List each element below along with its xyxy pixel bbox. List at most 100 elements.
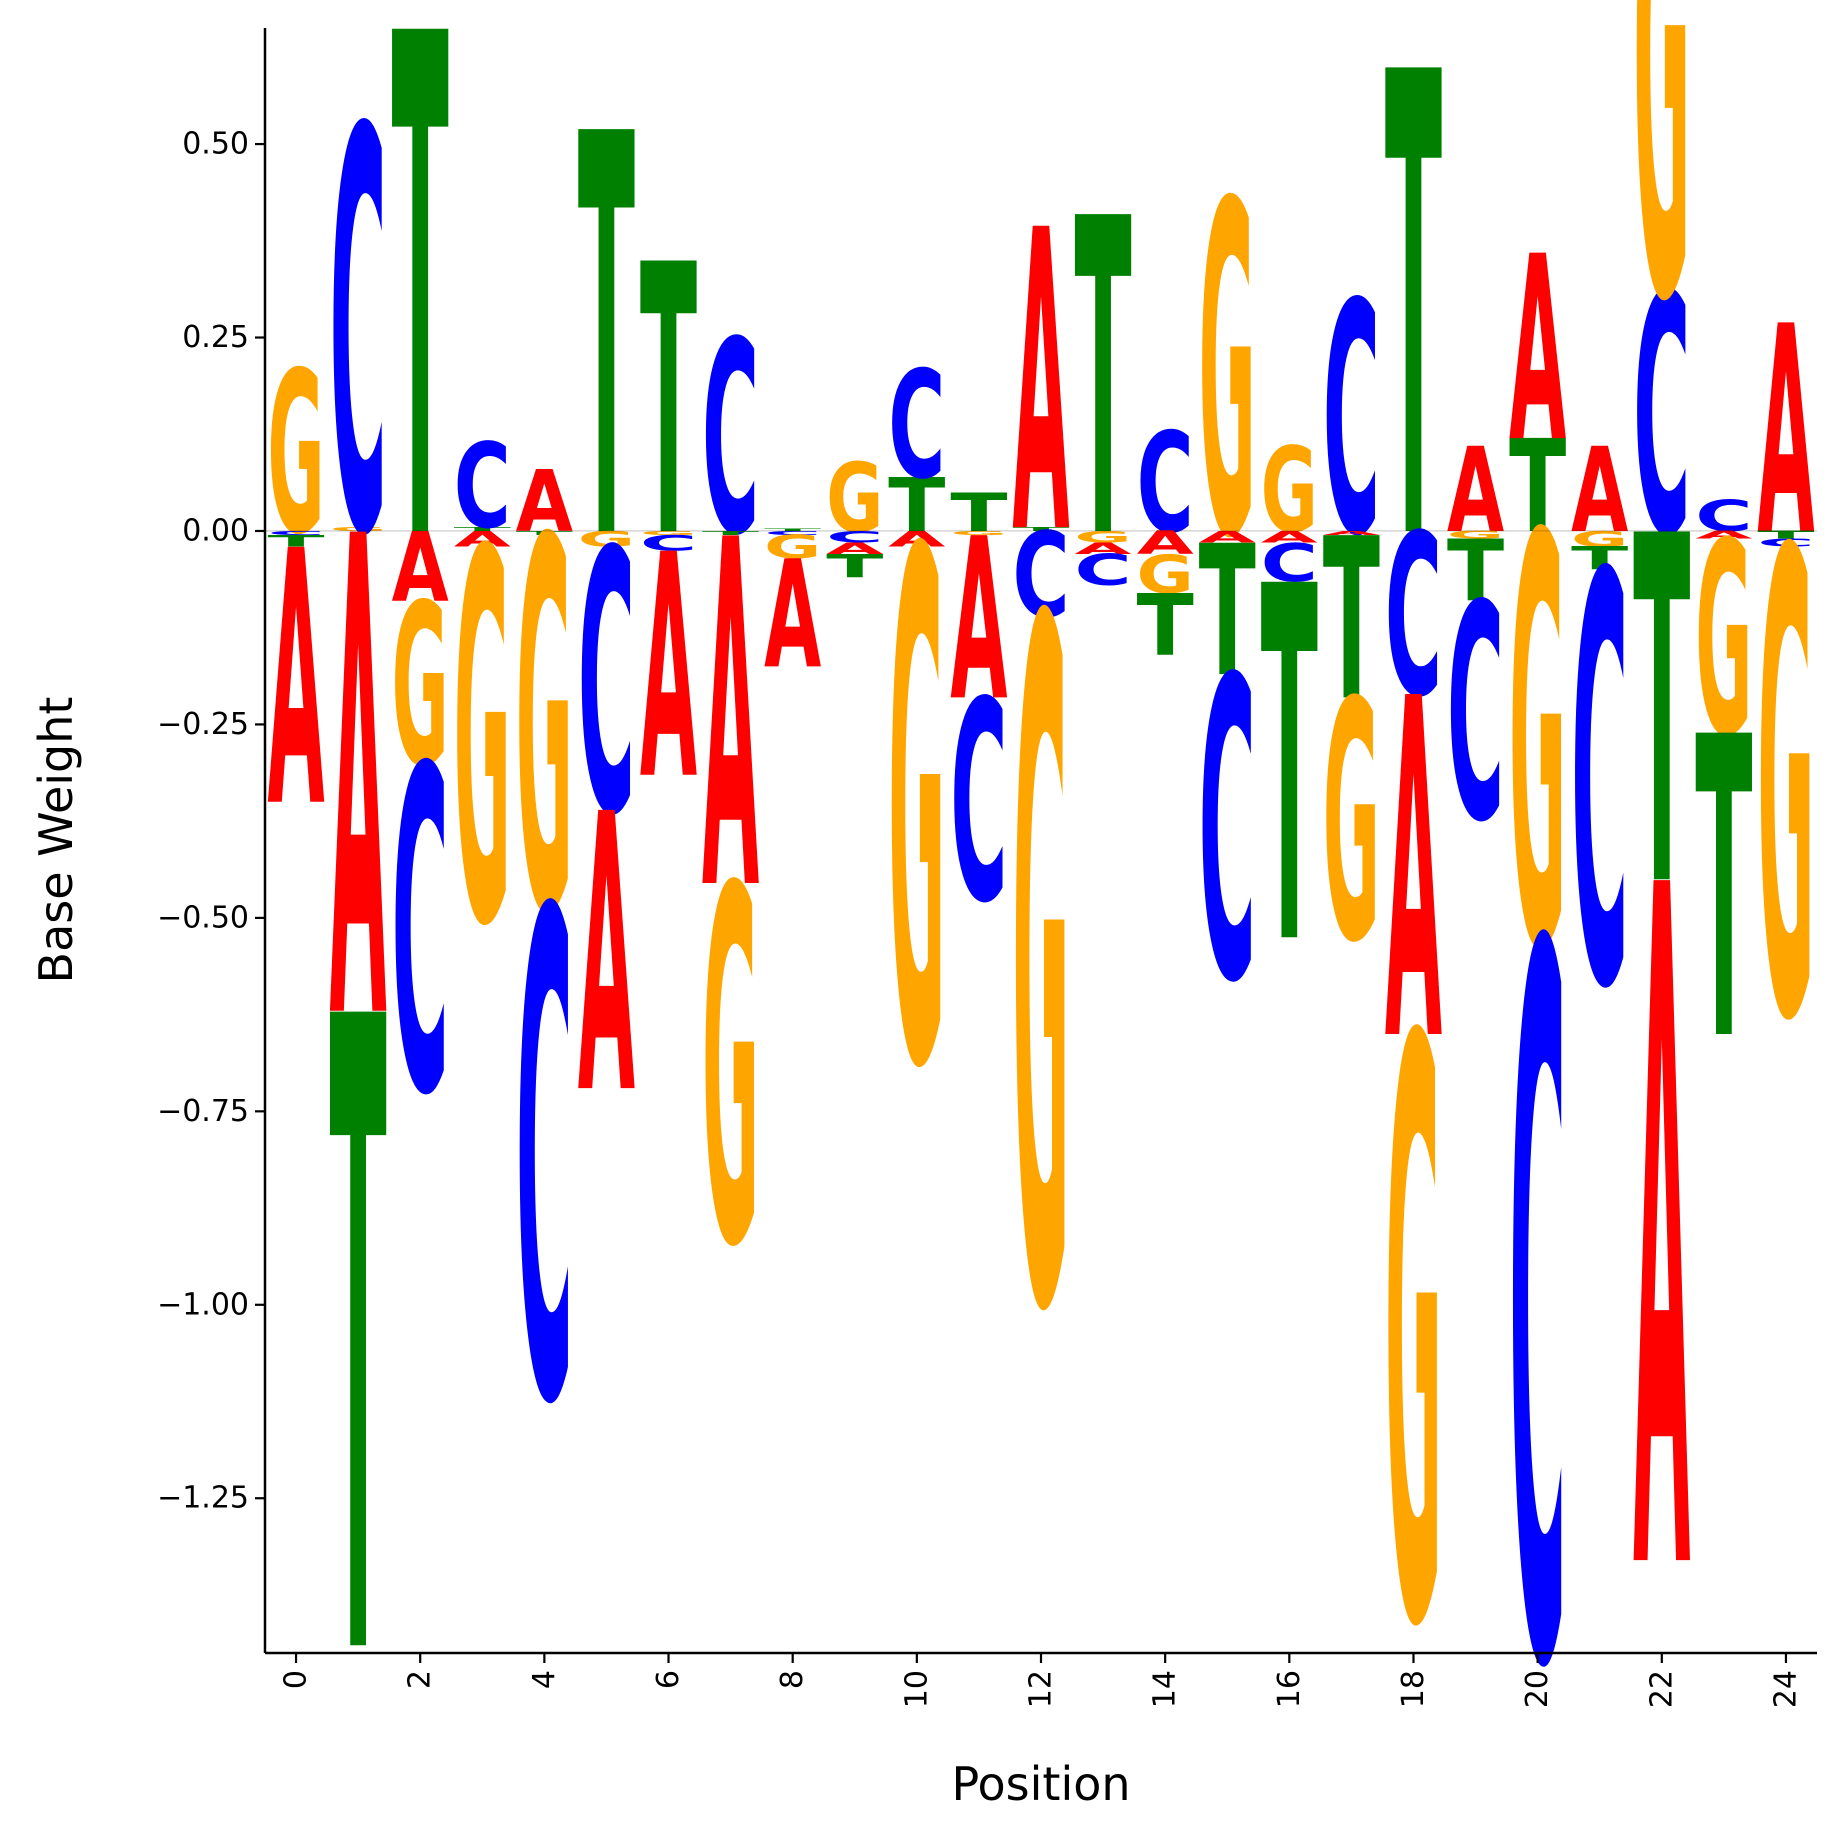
x-tick-label: 8 xyxy=(775,1670,810,1689)
logo-letter-A-pos-6: A xyxy=(640,490,697,848)
logo-letter-A-pos-0: A xyxy=(267,477,324,885)
logo-letter-glyph: C xyxy=(1633,227,1690,610)
logo-letter-A-pos-2: A xyxy=(392,513,449,624)
logo-letter-T-pos-7: T xyxy=(702,530,760,536)
logo-letter-glyph: G xyxy=(1012,431,1069,1517)
logo-letter-glyph: T xyxy=(1323,491,1380,750)
logo-letter-A-pos-5: A xyxy=(578,734,636,1178)
logo-letter-glyph: A xyxy=(1757,267,1814,600)
logo-letter-glyph: C xyxy=(1075,546,1132,595)
logo-letter-glyph: C xyxy=(640,531,697,556)
logo-letter-T-pos-24: T xyxy=(1757,529,1815,541)
logo-letter-glyph: G xyxy=(1199,107,1256,638)
logo-letter-A-pos-9: A xyxy=(826,539,884,558)
logo-letter-C-pos-17: C xyxy=(1323,236,1380,607)
logo-letter-glyph: G xyxy=(1571,527,1628,552)
logo-letter-G-pos-20: G xyxy=(1509,420,1566,1074)
logo-letter-glyph: A xyxy=(1509,203,1566,499)
logo-letter-C-pos-16: C xyxy=(1261,532,1318,594)
logo-letter-A-pos-22: A xyxy=(1633,696,1691,1782)
logo-letter-glyph: G xyxy=(516,434,573,1027)
logo-letter-glyph: A xyxy=(826,539,884,558)
logo-letter-glyph: G xyxy=(454,446,511,1039)
x-tick-label: 0 xyxy=(279,1670,314,1689)
logo-letter-glyph: T xyxy=(1199,509,1256,718)
logo-letter-G-pos-21: G xyxy=(1571,527,1628,552)
logo-letter-glyph: A xyxy=(1385,601,1443,1144)
logo-letter-glyph: C xyxy=(1385,488,1442,747)
logo-letter-glyph: T xyxy=(330,839,388,1834)
logo-letter-T-pos-19: T xyxy=(1447,522,1505,621)
logo-letter-glyph: T xyxy=(1695,651,1753,1132)
logo-letter-glyph: A xyxy=(764,528,821,701)
logo-letter-A-pos-4: A xyxy=(516,452,574,551)
logo-letter-glyph: C xyxy=(1137,404,1194,564)
logo-letter-glyph: A xyxy=(888,527,945,552)
logo-letter-T-pos-2: T xyxy=(392,0,450,694)
logo-letter-C-pos-19: C xyxy=(1447,544,1504,889)
y-tick-label: 0.50 xyxy=(182,127,249,162)
logo-letter-glyph: C xyxy=(454,420,511,555)
logo-letter-glyph: C xyxy=(578,476,635,895)
logo-letter-G-pos-17: G xyxy=(1323,634,1380,1016)
logo-letter-glyph: T xyxy=(640,187,698,619)
logo-letter-A-pos-10: A xyxy=(888,527,945,552)
logo-letter-G-pos-10: G xyxy=(888,410,945,1223)
logo-letter-glyph: G xyxy=(888,410,945,1223)
logo-letter-T-pos-16: T xyxy=(1261,484,1319,1053)
logo-letter-glyph: A xyxy=(1075,539,1133,558)
logo-letter-glyph: G xyxy=(1695,486,1752,795)
logo-letter-glyph: C xyxy=(1757,537,1814,549)
logo-letter-G-pos-22: G xyxy=(1633,0,1690,447)
logo-letter-glyph: G xyxy=(826,443,883,554)
logo-letter-glyph: A xyxy=(516,452,574,551)
logo-letter-glyph: C xyxy=(950,643,1007,964)
logo-letter-glyph: A xyxy=(702,441,760,996)
logo-letter-glyph: T xyxy=(267,532,324,550)
logo-letter-glyph: T xyxy=(1757,529,1815,541)
logo-letter-C-pos-7: C xyxy=(702,287,759,595)
logo-letter-T-pos-5: T xyxy=(578,19,636,661)
logo-letter-G-pos-14: G xyxy=(1137,544,1194,606)
logo-letter-T-pos-14: T xyxy=(1137,576,1195,675)
logo-letter-A-pos-14: A xyxy=(1137,525,1194,562)
logo-letter-glyph: C xyxy=(1447,544,1504,889)
logo-letter-T-pos-4: T xyxy=(516,530,574,536)
logo-letter-C-pos-6: C xyxy=(640,531,697,556)
logo-letter-G-pos-1: G xyxy=(330,526,387,532)
logo-letter-C-pos-2: C xyxy=(392,676,449,1194)
logo-letter-glyph: T xyxy=(578,19,636,661)
logo-letter-glyph: G xyxy=(267,324,324,583)
logo-letter-C-pos-3: C xyxy=(454,420,511,555)
x-tick-label: 24 xyxy=(1768,1670,1803,1708)
logo-letter-glyph: C xyxy=(826,528,883,546)
logo-letter-T-pos-10: T xyxy=(888,463,945,549)
logo-letter-A-pos-3: A xyxy=(454,527,511,552)
logo-letter-glyph: A xyxy=(578,734,636,1178)
logo-letter-C-pos-12: C xyxy=(1012,509,1069,644)
logo-letter-glyph: T xyxy=(764,528,822,532)
logo-letter-glyph: A xyxy=(1447,423,1504,559)
logo-letter-A-pos-11: A xyxy=(950,492,1007,751)
logo-letter-T-pos-11: T xyxy=(950,482,1007,544)
x-tick-label: 14 xyxy=(1148,1670,1183,1708)
x-ticks: 0 2 4 6 8 10 12 14 16 18 20 22 24 xyxy=(279,1653,1803,1708)
x-tick-label: 18 xyxy=(1396,1670,1431,1708)
logo-letter-C-pos-11: C xyxy=(950,643,1007,964)
logo-letter-glyph: T xyxy=(1385,0,1443,681)
logo-letter-T-pos-12: T xyxy=(1012,526,1070,532)
y-tick-label: −0.25 xyxy=(157,707,249,742)
logo-letter-A-pos-20: A xyxy=(1509,203,1566,499)
logo-letter-C-pos-8: C xyxy=(764,530,821,536)
x-tick-label: 20 xyxy=(1520,1670,1555,1708)
logo-letter-G-pos-3: G xyxy=(454,446,511,1039)
logo-letter-T-pos-23: T xyxy=(1695,651,1753,1132)
logo-letter-glyph: C xyxy=(516,776,573,1553)
logo-letter-G-pos-15: G xyxy=(1199,107,1256,638)
logo-letter-G-pos-18: G xyxy=(1385,877,1442,1803)
logo-letter-G-pos-0: G xyxy=(267,324,324,583)
logo-letter-glyph: T xyxy=(950,482,1007,544)
logo-letter-G-pos-13: G xyxy=(1075,528,1132,547)
logo-letter-C-pos-15: C xyxy=(1199,594,1256,1075)
